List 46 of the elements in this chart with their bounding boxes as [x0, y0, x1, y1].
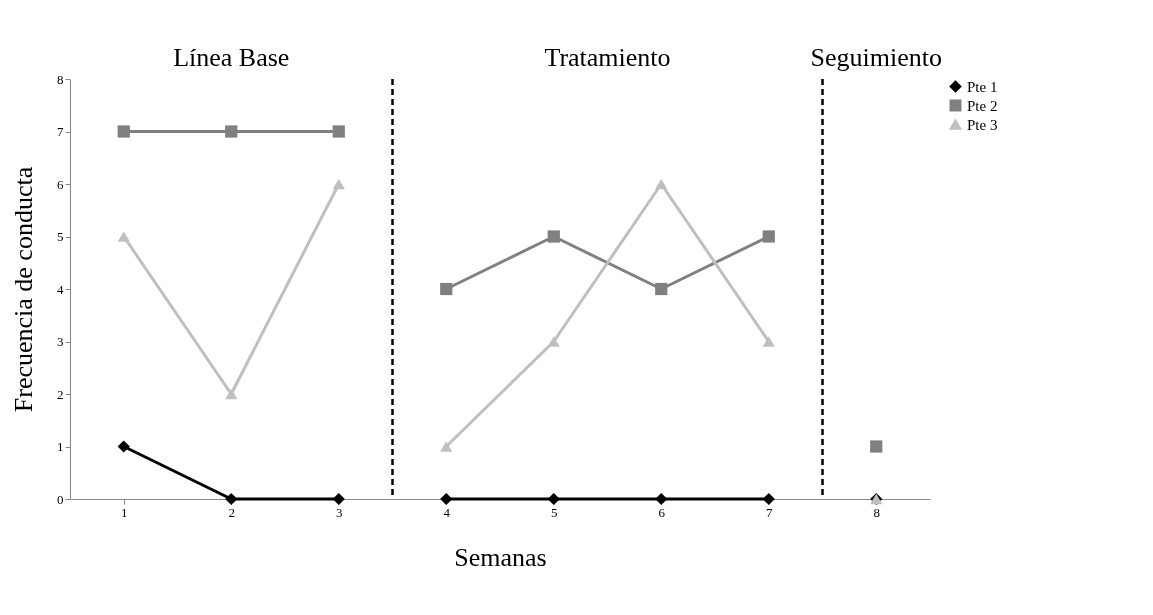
- point: [440, 282, 453, 296]
- legend-label: Pte 3: [967, 116, 998, 133]
- y-tick-label: 0: [57, 491, 64, 507]
- point: [117, 125, 130, 138]
- point: [655, 178, 668, 190]
- point: [762, 336, 775, 347]
- point: [762, 230, 775, 243]
- point: [225, 125, 238, 138]
- point: [762, 492, 775, 506]
- point: [655, 492, 668, 506]
- point: [225, 388, 238, 400]
- text: Línea Base: [173, 43, 290, 72]
- point: [332, 492, 345, 506]
- x-axis-title: Semanas: [454, 542, 547, 572]
- point: [225, 492, 238, 506]
- point: [547, 230, 560, 243]
- y-tick-label: 3: [57, 334, 64, 349]
- x-tick-label: 6: [658, 504, 666, 520]
- point: [655, 282, 668, 296]
- x-tick-label: 5: [551, 504, 558, 520]
- y-tick-label: 1: [57, 439, 64, 454]
- legend-label: Pte 1: [967, 78, 998, 95]
- x-tick-label: 4: [443, 504, 451, 520]
- point: [332, 178, 345, 190]
- y-tick-label: 4: [57, 281, 64, 297]
- legend-label: Pte 2: [967, 97, 998, 114]
- y-axis-title: Frecuencia de conducta: [9, 166, 38, 413]
- y-tick-label: 2: [57, 386, 64, 402]
- point: [547, 492, 560, 506]
- x-tick-label: 1: [121, 504, 128, 520]
- x-tick-label: 2: [228, 504, 235, 520]
- text: Tratamiento: [544, 43, 671, 72]
- x-tick-label: 3: [336, 504, 343, 520]
- x-tick-label: 7: [766, 504, 773, 520]
- x-tick-label: 8: [873, 504, 880, 520]
- y-tick-label: 6: [57, 176, 64, 192]
- y-tick-label: 7: [57, 124, 64, 139]
- text: Seguimiento: [810, 43, 942, 72]
- y-tick-label: 8: [57, 71, 64, 87]
- point: [117, 440, 130, 453]
- point: [440, 441, 453, 452]
- y-tick-label: 5: [57, 229, 64, 244]
- point: [117, 231, 130, 242]
- point: [870, 440, 883, 453]
- point: [440, 492, 453, 506]
- point: [332, 125, 345, 138]
